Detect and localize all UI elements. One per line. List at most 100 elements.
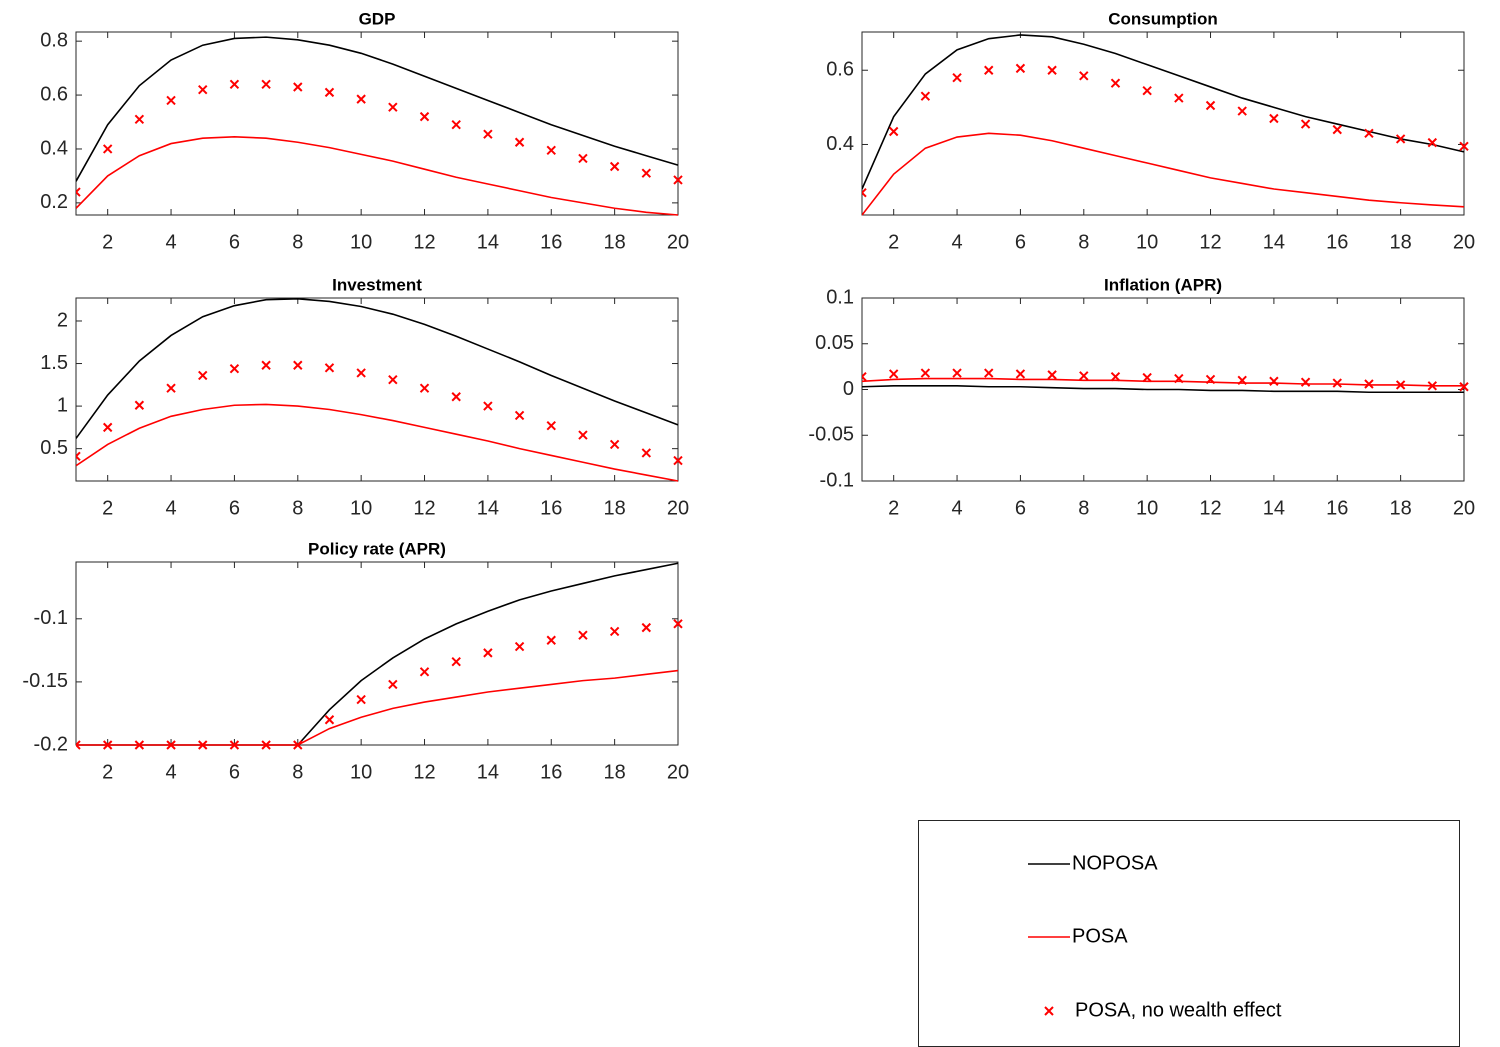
data-marker [324,363,335,373]
x-tick-label: 4 [165,231,176,253]
data-marker [388,102,398,112]
data-marker [166,383,176,393]
data-marker [324,87,335,98]
data-marker [198,84,208,95]
data-marker [451,656,461,667]
y-tick-label: 0.8 [40,29,68,51]
data-marker [419,667,430,677]
data-marker [1205,100,1216,111]
data-marker [198,740,208,750]
data-marker [102,740,113,750]
x-tick-label: 20 [667,761,689,783]
legend-label: NOPOSA [1072,852,1158,874]
y-tick-label: -0.1 [820,469,854,491]
data-marker [198,370,208,381]
data-marker [356,94,366,104]
x-tick-label: 6 [229,497,240,519]
x-tick-label: 20 [1453,231,1475,253]
data-marker [609,439,620,450]
data-marker [102,144,113,154]
x-tick-label: 10 [350,231,372,253]
data-marker [293,360,303,370]
y-tick-label: -0.05 [808,424,854,446]
x-tick-label: 6 [229,761,240,783]
x-tick-label: 4 [951,231,962,253]
data-marker [1395,134,1406,144]
legend-label: POSA [1072,925,1128,947]
x-tick-label: 4 [951,497,962,519]
data-marker [1142,372,1152,383]
data-marker [293,740,303,750]
x-tick-label: 12 [413,497,435,519]
series-line [76,403,679,482]
series-line [862,377,1464,387]
data-marker [261,79,271,89]
x-tick-label: 10 [1136,497,1158,519]
x-tick-label: 14 [1263,231,1285,253]
y-tick-label: 0.1 [826,286,854,308]
data-marker [952,72,962,83]
data-marker [451,392,461,402]
data-marker [609,626,620,637]
data-marker [1015,369,1026,379]
x-tick-label: 2 [888,497,899,519]
data-marker [1205,374,1216,385]
data-marker [261,360,271,370]
data-marker [1142,85,1152,96]
data-marker [578,630,588,640]
y-tick-label: 0.6 [826,59,854,81]
data-marker [546,635,556,645]
data-marker [1364,379,1374,389]
data-marker [1015,63,1026,74]
data-marker [1110,78,1121,88]
x-tick-label: 18 [1390,497,1412,519]
x-tick-label: 6 [229,231,240,253]
x-tick-label: 10 [1136,231,1158,253]
data-marker [578,153,588,164]
data-marker [673,455,683,466]
data-marker [1079,371,1089,381]
data-marker [419,383,430,393]
x-tick-label: 4 [165,761,176,783]
panel-title: GDP [359,9,396,28]
data-marker [1269,376,1279,386]
data-marker [984,368,994,378]
data-marker [862,188,867,198]
data-marker [578,430,588,440]
series-group [76,562,683,750]
data-marker [641,622,652,633]
data-marker [483,401,493,411]
data-marker [1269,113,1279,124]
x-tick-label: 12 [413,231,435,253]
plot-area [75,31,679,216]
data-marker [641,448,652,458]
x-tick-label: 8 [292,231,303,253]
x-tick-label: 16 [1326,231,1348,253]
y-tick-label: 0.5 [40,437,68,459]
legend-box [918,820,1460,1047]
data-marker [134,400,145,410]
data-marker [609,161,620,172]
data-marker [546,145,556,156]
x-tick-label: 4 [165,497,176,519]
data-marker [952,368,962,378]
x-tick-label: 18 [1390,231,1412,253]
x-tick-label: 16 [1326,497,1348,519]
series-line [862,132,1465,216]
data-marker [1237,106,1247,116]
data-marker [1047,65,1057,75]
panel-title: Policy rate (APR) [308,539,446,558]
y-tick-label: 0.05 [815,332,854,354]
x-tick-label: 20 [667,497,689,519]
y-tick-label: -0.1 [34,607,68,629]
data-marker [1237,375,1247,386]
y-tick-label: 0.6 [40,83,68,105]
data-marker [1427,137,1438,148]
data-marker [1300,119,1311,129]
data-marker [673,619,683,629]
y-tick-label: -0.15 [22,670,68,692]
x-tick-label: 14 [477,231,499,253]
data-marker [102,422,113,433]
series-group [862,368,1469,394]
